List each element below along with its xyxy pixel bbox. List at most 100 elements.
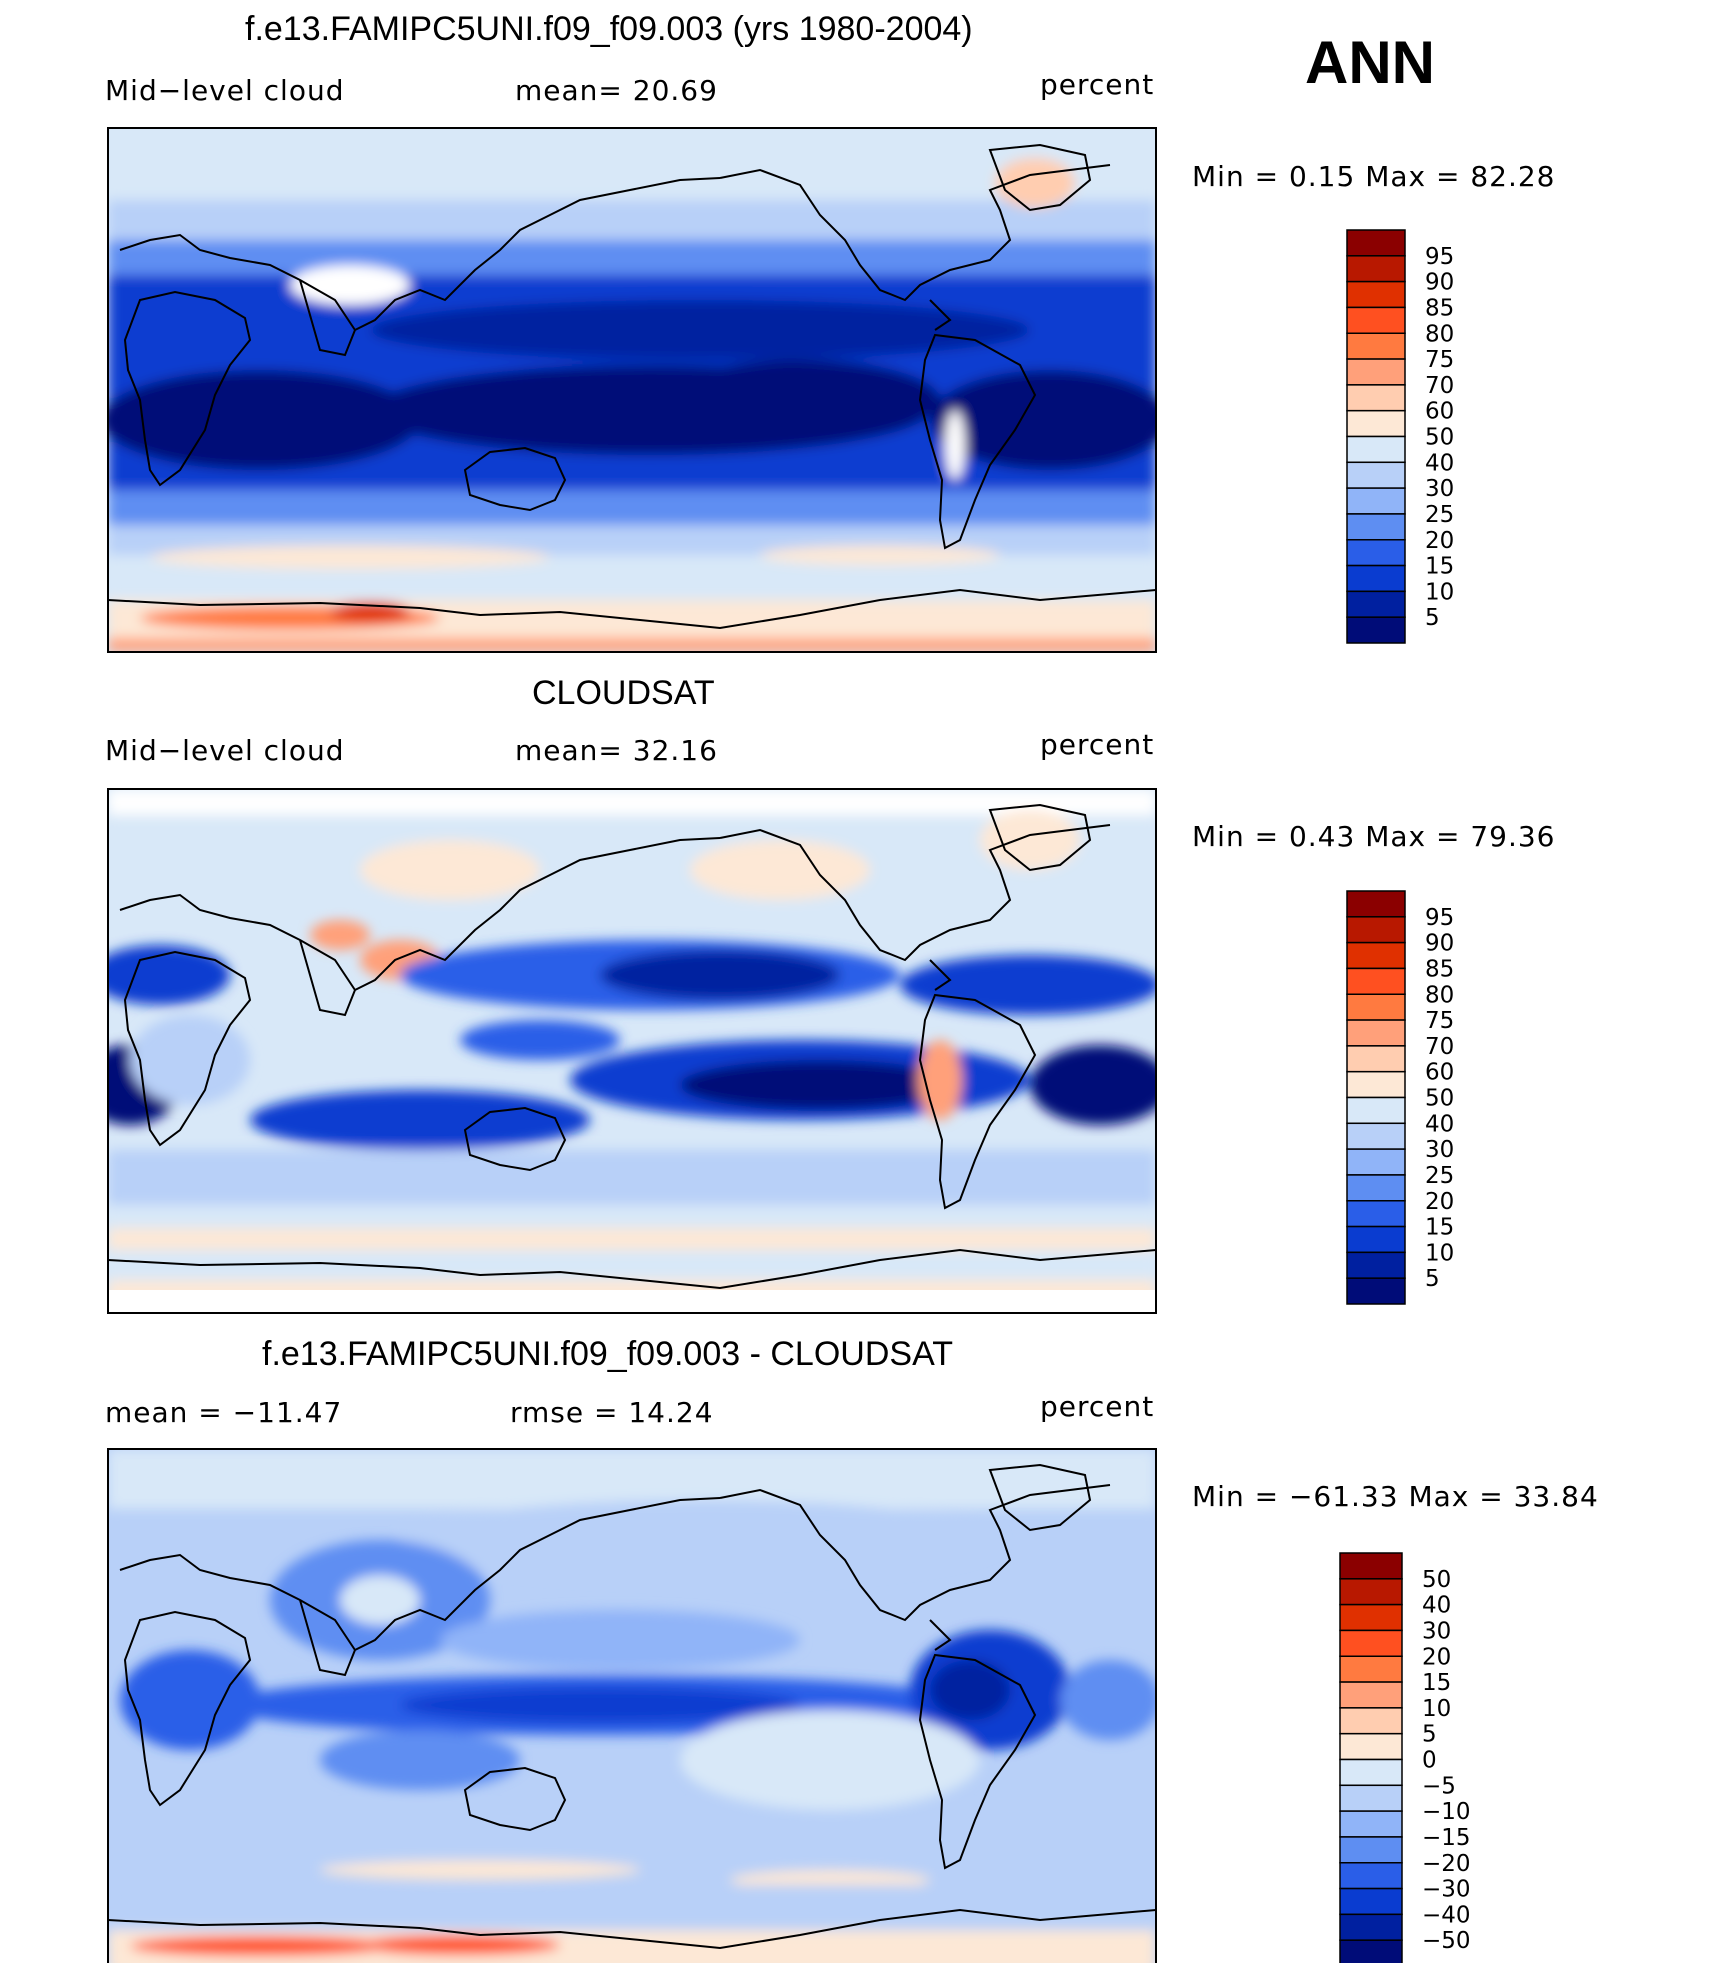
colorbar-2-tick-label: 20	[1425, 1189, 1454, 1215]
colorbar-2-tick-label: 25	[1425, 1163, 1454, 1189]
colorbar-1-tick-label: 40	[1425, 450, 1454, 476]
colorbar-1-tick-label: 80	[1425, 321, 1454, 347]
colorbar-2-tick-label: 10	[1425, 1240, 1454, 1266]
colorbar-3-box	[1339, 1939, 1403, 1963]
colorbar-1-box	[1346, 409, 1406, 438]
colorbar-3-tick-label: −50	[1422, 1928, 1471, 1954]
colorbar-1-tick-label: 10	[1425, 579, 1454, 605]
season-label: ANN	[1305, 29, 1435, 96]
colorbar-2-box	[1346, 1122, 1406, 1150]
colorbar-2-box	[1346, 1045, 1406, 1073]
colorbars: 9590858075706050403025201510595908580757…	[1339, 229, 1471, 1963]
colorbar-3-box	[1339, 1681, 1403, 1709]
colorbar-1-tick-label: 5	[1425, 605, 1440, 631]
colorbar-3-box	[1339, 1784, 1403, 1812]
colorbar-3-tick-label: 15	[1422, 1670, 1451, 1696]
map-panel-2	[108, 789, 1156, 1313]
colorbar-3-tick-label: 10	[1422, 1696, 1451, 1722]
colorbar-2-box	[1346, 941, 1406, 970]
colorbar-2-tick-label: 50	[1425, 1086, 1454, 1112]
colorbar-1-tick-label: 20	[1425, 528, 1454, 554]
colorbar-2-tick-label: 85	[1425, 956, 1454, 982]
colorbar-1-box	[1346, 513, 1406, 541]
colorbar-1-tick-label: 95	[1425, 244, 1454, 270]
colorbar-3-tick-label: −5	[1422, 1773, 1456, 1799]
colorbar-1-tick-label: 30	[1425, 476, 1454, 502]
colorbar-2-tick-label: 5	[1425, 1266, 1440, 1292]
panel-3-minmax: Min = −61.33 Max = 33.84	[1192, 1480, 1599, 1513]
colorbar-3-box	[1339, 1707, 1403, 1735]
colorbar-1-box	[1346, 590, 1406, 618]
colorbar-2-box	[1346, 1225, 1406, 1254]
colorbar-1-box	[1346, 332, 1406, 360]
colorbar-2-tick-label: 80	[1425, 982, 1454, 1008]
colorbar-2-tick-label: 90	[1425, 931, 1454, 957]
colorbar-3-box	[1339, 1810, 1403, 1838]
colorbar-3-box	[1339, 1758, 1403, 1787]
colorbar-2-box	[1346, 916, 1406, 944]
panel-1-mean-label: mean= 20.69	[515, 74, 718, 107]
colorbar-3-box	[1339, 1732, 1403, 1761]
colorbar-1-box	[1346, 435, 1406, 464]
panel-3-units-label: percent	[1040, 1390, 1155, 1423]
colorbar-2-box	[1346, 1277, 1406, 1305]
colorbar-2-box	[1346, 1070, 1406, 1099]
colorbar-3-box	[1339, 1603, 1403, 1632]
colorbar-2-box	[1346, 1096, 1406, 1125]
colorbar-2-tick-label: 95	[1425, 905, 1454, 931]
colorbar-2-tick-label: 75	[1425, 1008, 1454, 1034]
colorbar-2-box	[1346, 967, 1406, 995]
colorbar-2-tick-label: 60	[1425, 1060, 1454, 1086]
map-frame-2	[107, 788, 1157, 1314]
panel-3-title: f.e13.FAMIPC5UNI.f09_f09.003 - CLOUDSAT	[262, 1335, 953, 1373]
colorbar-1-box	[1346, 487, 1406, 515]
colorbar-3-tick-label: 20	[1422, 1644, 1451, 1670]
colorbar-3-tick-label: 50	[1422, 1567, 1451, 1593]
panel-1-units-label: percent	[1040, 68, 1155, 101]
colorbar-3-tick-label: −30	[1422, 1877, 1471, 1903]
panel-1-title: f.e13.FAMIPC5UNI.f09_f09.003 (yrs 1980-2…	[245, 10, 973, 48]
coastlines-3	[108, 1463, 1156, 1950]
panel-3-mean-label: mean = −11.47	[105, 1396, 343, 1429]
colorbar-1-box	[1346, 539, 1406, 567]
panel-2-title: CLOUDSAT	[532, 674, 715, 712]
panel-2-mean-label: mean= 32.16	[515, 734, 718, 767]
colorbar-3-tick-label: −40	[1422, 1902, 1471, 1928]
colorbar-1-box	[1346, 384, 1406, 412]
colorbar-2-box	[1346, 1174, 1406, 1202]
map-frame-1	[107, 127, 1157, 653]
panel-3-rmse-label: rmse = 14.24	[510, 1396, 714, 1429]
map-frame-3	[107, 1448, 1157, 1963]
coastlines-1	[108, 143, 1156, 630]
colorbar-2-tick-label: 15	[1425, 1215, 1454, 1241]
colorbar-1-box	[1346, 280, 1406, 309]
panel-1-minmax: Min = 0.15 Max = 82.28	[1192, 160, 1556, 193]
colorbar-3-tick-label: 30	[1422, 1618, 1451, 1644]
colorbar-1-tick-label: 70	[1425, 373, 1454, 399]
colorbar-3-tick-label: 0	[1422, 1748, 1437, 1774]
colorbar-1-tick-label: 60	[1425, 399, 1454, 425]
colorbar-1-box	[1346, 461, 1406, 489]
colorbar-3-box	[1339, 1629, 1403, 1657]
colorbar-1-box	[1346, 564, 1406, 593]
colorbar-2-box	[1346, 890, 1406, 918]
colorbar-1-tick-label: 90	[1425, 270, 1454, 296]
colorbar-3-box	[1339, 1552, 1403, 1580]
colorbar-1-box	[1346, 358, 1406, 386]
colorbar-2-box	[1346, 1251, 1406, 1279]
colorbar-2-box	[1346, 1200, 1406, 1228]
colorbar-1-tick-label: 85	[1425, 295, 1454, 321]
coastlines-2	[108, 803, 1156, 1290]
colorbar-3-tick-label: −10	[1422, 1799, 1471, 1825]
colorbar-3-box	[1339, 1887, 1403, 1916]
panel-2-left-label: Mid−level cloud	[105, 734, 345, 767]
colorbar-3-box	[1339, 1862, 1403, 1890]
colorbar-1-box	[1346, 255, 1406, 283]
colorbar-2-box	[1346, 1019, 1406, 1047]
colorbar-1-box	[1346, 616, 1406, 644]
colorbar-3-box	[1339, 1655, 1403, 1683]
colorbar-2-tick-label: 30	[1425, 1137, 1454, 1163]
